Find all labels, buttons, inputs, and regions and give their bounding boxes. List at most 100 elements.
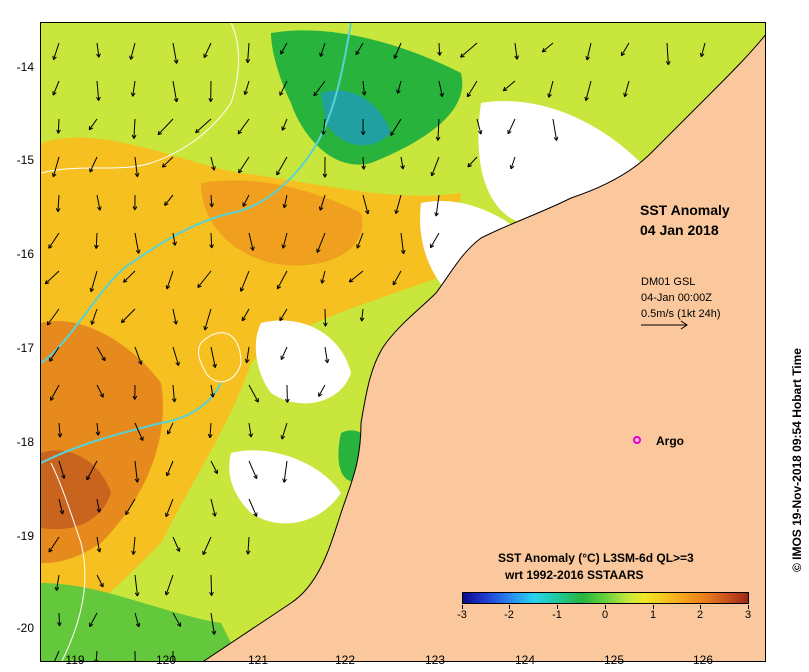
current-arrow — [132, 536, 136, 555]
lat-label-20: -20 — [16, 621, 34, 635]
current-arrow-head — [48, 245, 53, 249]
current-arrow — [283, 460, 288, 483]
current-arrow-head — [138, 249, 141, 254]
current-arrow-head — [174, 241, 177, 246]
current-arrow-head — [621, 53, 626, 57]
current-arrow — [172, 612, 182, 627]
current-arrow-head — [136, 172, 140, 177]
current-arrow — [56, 574, 60, 591]
current-arrow — [209, 422, 212, 438]
current-arrow-head — [316, 249, 321, 253]
current-arrow-head — [165, 513, 170, 518]
current-arrow-head — [245, 58, 249, 64]
current-arrow-head — [138, 622, 141, 628]
current-arrow — [620, 42, 630, 56]
bathymetry-line-1 — [50, 462, 86, 661]
current-arrow-head — [63, 474, 66, 479]
current-arrow-head — [283, 478, 287, 483]
current-arrow — [134, 346, 142, 365]
current-arrow — [281, 118, 288, 131]
lat-label-19: -19 — [16, 529, 34, 543]
current-arrow — [248, 498, 258, 517]
current-arrow — [197, 270, 212, 288]
current-arrow-head — [97, 659, 99, 661]
lat-label-14: -14 — [16, 60, 34, 74]
current-arrow — [356, 232, 364, 249]
current-arrow-head — [548, 94, 552, 98]
cold-patch — [321, 90, 391, 146]
current-arrow-head — [237, 129, 240, 134]
current-arrow — [52, 80, 60, 96]
current-arrow-head — [667, 60, 671, 66]
lon-label-124: 124 — [514, 653, 536, 667]
current-arrow-head — [434, 212, 437, 217]
current-arrow — [210, 612, 215, 635]
current-arrow — [44, 270, 60, 285]
current-arrow-head — [166, 473, 171, 477]
current-arrow-head — [59, 622, 62, 627]
current-arrow-head — [541, 48, 545, 53]
current-arrow-head — [322, 173, 326, 178]
current-arrow-head — [47, 322, 52, 326]
current-arrow — [248, 384, 259, 403]
current-arrow-head — [441, 92, 444, 97]
current-arrow — [96, 422, 99, 436]
current-arrow — [431, 156, 440, 177]
current-arrow — [586, 42, 592, 61]
current-arrow-head — [244, 358, 248, 363]
current-arrow-head — [282, 478, 285, 483]
current-arrow — [324, 346, 328, 364]
current-arrow — [96, 384, 104, 398]
current-arrow-head — [363, 165, 366, 170]
current-arrow-head — [242, 203, 247, 207]
current-arrow — [157, 118, 174, 136]
current-arrow — [48, 536, 60, 553]
current-arrow-head — [355, 52, 360, 56]
current-arrow-head — [210, 393, 214, 398]
current-arrow-head — [138, 361, 142, 365]
current-arrow-head — [52, 55, 54, 60]
current-arrow — [210, 574, 213, 596]
current-arrow-head — [131, 550, 134, 555]
current-arrow-head — [57, 622, 60, 627]
current-arrow — [316, 232, 326, 253]
current-arrow — [96, 194, 101, 211]
current-arrow-head — [175, 320, 178, 325]
argo-float-icon[interactable] — [633, 436, 641, 444]
current-arrow-head — [97, 431, 101, 436]
current-arrow-head — [400, 250, 405, 255]
current-arrow-head — [323, 322, 326, 327]
current-arrow-head — [172, 242, 176, 246]
current-arrow-head — [162, 165, 167, 168]
current-arrow-head — [477, 130, 482, 135]
current-arrow-head — [96, 97, 100, 101]
current-arrow — [96, 536, 101, 553]
current-arrow-head — [164, 203, 169, 206]
current-arrow — [130, 42, 136, 60]
lat-label-16: -16 — [16, 247, 34, 261]
contour-line-1 — [41, 23, 352, 364]
map-title: SST Anomaly — [640, 202, 730, 218]
current-arrow-head — [174, 398, 177, 403]
sst-anomaly-map[interactable] — [40, 22, 766, 662]
current-arrow — [172, 42, 178, 64]
current-arrow-head — [397, 90, 401, 94]
current-arrow-head — [252, 246, 255, 251]
current-arrow-head — [209, 203, 213, 208]
current-arrow-head — [237, 131, 243, 135]
current-arrow-head — [324, 359, 328, 364]
current-arrow-head — [55, 207, 59, 213]
current-arrow — [95, 650, 98, 661]
current-arrow-head — [246, 359, 250, 364]
current-arrow-head — [503, 89, 508, 92]
current-arrow-head — [460, 53, 463, 58]
current-arrow-head — [96, 548, 100, 553]
current-arrow-head — [435, 212, 439, 217]
current-arrow-head — [400, 165, 404, 170]
current-arrow-head — [161, 163, 165, 168]
current-arrow-head — [99, 584, 104, 588]
current-arrow-head — [279, 318, 284, 322]
current-arrow-head — [210, 98, 214, 103]
colorbar-tick — [700, 605, 701, 609]
current-arrow-head — [665, 61, 669, 66]
